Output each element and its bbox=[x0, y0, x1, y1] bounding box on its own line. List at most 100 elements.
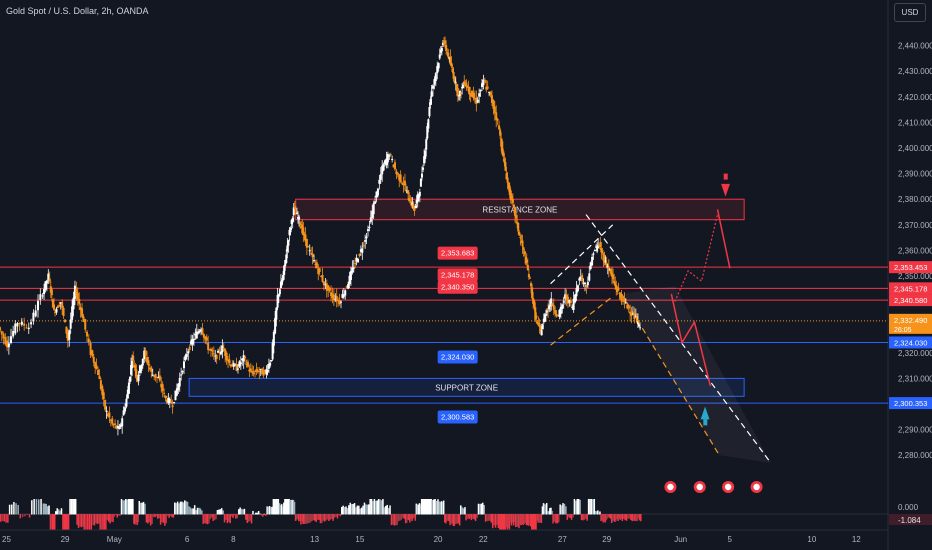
candle-body bbox=[539, 326, 542, 332]
candle-body bbox=[458, 91, 461, 97]
candle-body bbox=[454, 81, 457, 83]
histogram-bar bbox=[208, 514, 210, 524]
candle-body bbox=[589, 262, 592, 269]
candle-body bbox=[170, 401, 173, 404]
candle-body bbox=[314, 263, 317, 265]
histogram-bar bbox=[508, 514, 511, 530]
candle-body bbox=[366, 229, 369, 232]
candle-body bbox=[255, 369, 258, 372]
economic-event-icon-core bbox=[724, 483, 732, 491]
candle-body bbox=[633, 313, 636, 320]
candle-body bbox=[608, 268, 611, 270]
candle-body bbox=[496, 118, 499, 121]
candle-body bbox=[175, 388, 178, 396]
histogram-bar bbox=[82, 514, 84, 527]
candle-body bbox=[468, 86, 471, 95]
y-tick-label: 2,390.000 bbox=[898, 170, 932, 179]
histogram-bar bbox=[429, 499, 431, 515]
candle-body bbox=[345, 286, 348, 288]
histogram-bar bbox=[625, 514, 628, 521]
candle-body bbox=[362, 245, 365, 247]
histogram-bar bbox=[410, 514, 412, 519]
candle-body bbox=[94, 362, 97, 369]
histogram-bar bbox=[85, 514, 87, 530]
histogram-bar bbox=[233, 514, 236, 516]
histogram-bar bbox=[201, 510, 203, 515]
histogram-bar bbox=[630, 514, 632, 521]
candle-body bbox=[307, 246, 310, 248]
histogram-bar bbox=[362, 505, 364, 515]
histogram-bar bbox=[548, 511, 550, 515]
level-price-label: 2,300.353 bbox=[894, 399, 927, 408]
histogram-bar bbox=[486, 514, 488, 522]
candle-body bbox=[612, 274, 615, 280]
histogram-bar bbox=[309, 514, 312, 523]
histogram-bar bbox=[506, 514, 509, 530]
candle-body bbox=[585, 285, 588, 288]
candle-body bbox=[50, 289, 53, 296]
candle-body bbox=[275, 307, 278, 320]
candle-body bbox=[437, 63, 440, 69]
candle-body bbox=[422, 167, 425, 170]
histogram-bar bbox=[0, 514, 2, 522]
histogram-bar bbox=[594, 511, 597, 515]
candle-body bbox=[371, 210, 374, 218]
candle-body bbox=[344, 290, 347, 296]
candle-body bbox=[10, 336, 13, 343]
histogram-bar bbox=[278, 503, 281, 515]
candle-body bbox=[126, 389, 129, 399]
currency-button[interactable]: USD bbox=[894, 3, 926, 22]
histogram-bar bbox=[26, 514, 28, 516]
histogram-bar bbox=[139, 502, 142, 515]
candle-body bbox=[62, 307, 65, 317]
histogram-bar bbox=[494, 514, 497, 528]
candle-body bbox=[134, 365, 137, 372]
histogram-bar bbox=[570, 514, 573, 520]
histogram-bar bbox=[356, 505, 359, 515]
x-tick-label: 6 bbox=[185, 535, 190, 544]
candle-body bbox=[14, 323, 17, 334]
candle-body bbox=[221, 345, 224, 353]
histogram-bar bbox=[479, 503, 481, 515]
candle-body bbox=[402, 183, 405, 186]
down-arrow-icon bbox=[721, 183, 730, 197]
histogram-bar bbox=[510, 514, 513, 526]
candle-body bbox=[102, 392, 105, 400]
down-arrow-stem bbox=[723, 173, 728, 180]
candle-body bbox=[299, 222, 302, 226]
histogram-bar bbox=[359, 508, 361, 515]
histogram-bar bbox=[35, 499, 38, 515]
histogram-bar bbox=[573, 499, 576, 515]
candle-body bbox=[619, 293, 622, 298]
histogram-bar bbox=[412, 514, 414, 519]
candle-body bbox=[355, 257, 358, 262]
histogram-bar bbox=[299, 514, 301, 522]
candle-body bbox=[413, 207, 416, 211]
histogram-bar bbox=[542, 503, 545, 515]
candle-body bbox=[124, 407, 127, 412]
histogram-bar bbox=[502, 514, 504, 530]
histogram-bar bbox=[451, 514, 453, 524]
candle-body bbox=[603, 257, 606, 264]
histogram-bar bbox=[218, 509, 220, 515]
histogram-bar bbox=[531, 514, 533, 530]
level-tag-label: 2,324.030 bbox=[441, 352, 474, 361]
histogram-bar bbox=[560, 505, 563, 515]
candle-body bbox=[467, 86, 470, 92]
histogram-bar bbox=[403, 514, 406, 519]
histogram-bar bbox=[490, 514, 493, 523]
candle-body bbox=[48, 278, 51, 282]
histogram-bar bbox=[79, 514, 81, 527]
chart-title: Gold Spot / U.S. Dollar, 2h, OANDA bbox=[6, 6, 149, 16]
histogram-bar bbox=[289, 499, 291, 515]
candle-body bbox=[424, 150, 427, 159]
histogram-bar bbox=[99, 514, 101, 530]
histogram-bar bbox=[134, 514, 136, 525]
candle-body bbox=[456, 88, 459, 96]
candle-body bbox=[351, 267, 354, 273]
candle-body bbox=[596, 246, 599, 252]
candle-body bbox=[409, 202, 412, 204]
candle-body bbox=[271, 342, 274, 360]
histogram-bar bbox=[404, 514, 407, 524]
